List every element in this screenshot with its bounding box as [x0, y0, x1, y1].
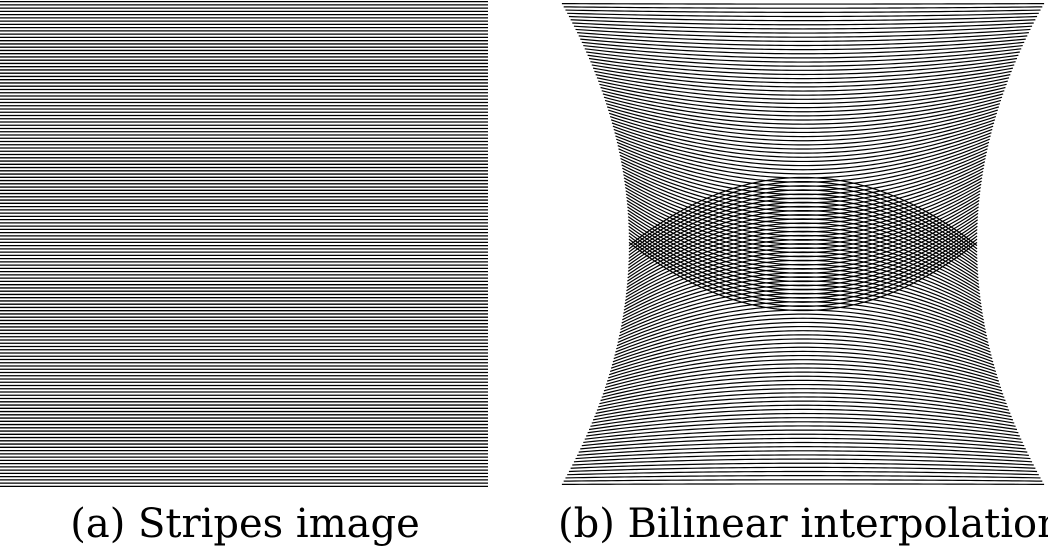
panel-stripes-image: (a) Stripes image [0, 0, 490, 550]
caption-bilinear-interpolation: (b) Bilinear interpolation [558, 501, 1048, 547]
stripes-image [0, 0, 488, 488]
panel-bilinear-interpolation: (b) Bilinear interpolation [558, 0, 1048, 550]
stripe-lines [0, 0, 488, 488]
caption-stripes-image: (a) Stripes image [70, 501, 420, 547]
warped-stripe-lines [561, 3, 1045, 485]
bilinear-interpolation-image [561, 3, 1045, 485]
